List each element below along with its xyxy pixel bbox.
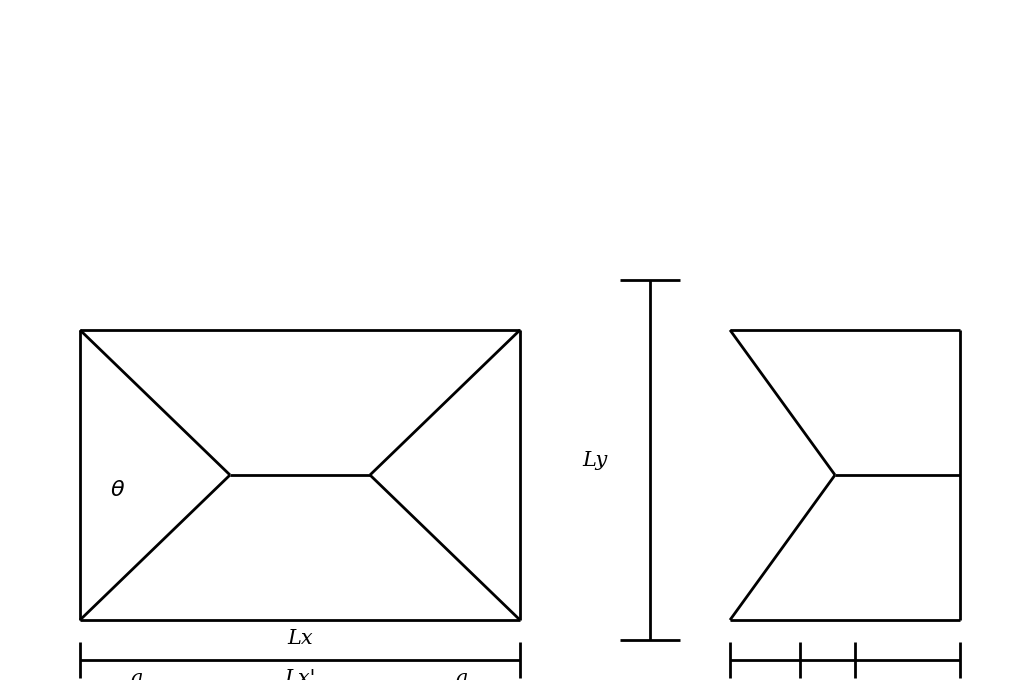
Text: Lx': Lx' [285,669,316,680]
Text: Lx: Lx [287,629,313,648]
Text: a: a [455,669,468,680]
Text: $\theta$: $\theta$ [110,479,125,501]
Text: Ly: Ly [583,450,608,469]
Text: a: a [131,669,143,680]
